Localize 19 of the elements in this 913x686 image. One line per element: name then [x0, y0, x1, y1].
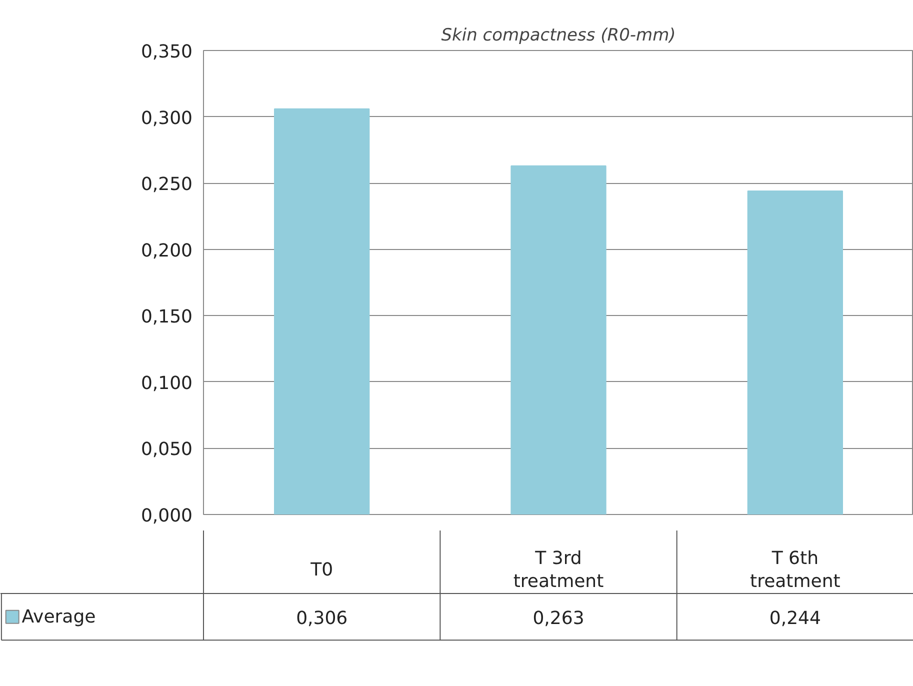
y-tick-label: 0,150 [140, 306, 192, 328]
data-label: 0,306 [296, 608, 348, 629]
data-label: 0,244 [769, 608, 821, 629]
y-tick-label: 0,100 [140, 372, 192, 394]
y-tick-label: 0,200 [140, 240, 192, 262]
y-tick-label: 0,000 [140, 506, 192, 526]
bar [747, 190, 843, 514]
bar [510, 165, 606, 514]
y-tick-label: 0,350 [140, 42, 192, 62]
x-tick-label: T 6th treatment [750, 548, 840, 592]
x-tick-label: T 3rd treatment [513, 548, 604, 592]
x-tick-label: T0 [310, 560, 334, 581]
bar [274, 108, 370, 514]
legend-label: Average [22, 606, 96, 628]
chart-title: Skin compactness (R0-mm) [441, 26, 676, 46]
data-label: 0,263 [532, 608, 584, 629]
y-tick-label: 0,300 [140, 108, 192, 129]
y-tick-label: 0,050 [140, 439, 192, 460]
y-tick-label: 0,250 [140, 174, 192, 196]
